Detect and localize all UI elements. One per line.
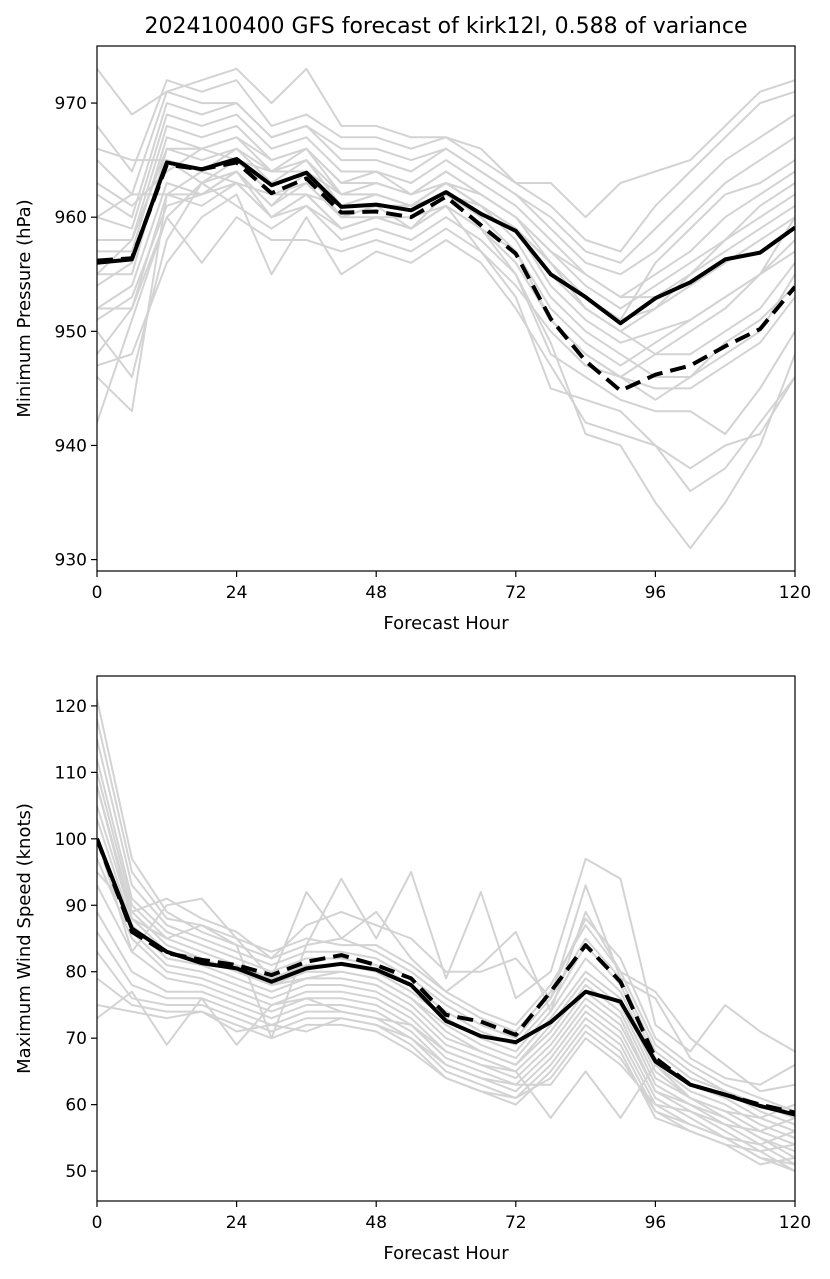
wind-y-axis-title: Maximum Wind Speed (knots) <box>14 803 35 1074</box>
pressure-y-tick-label: 930 <box>55 551 87 571</box>
wind-ensemble-member-line <box>97 884 795 1173</box>
wind-ensemble-member-line <box>97 818 795 1159</box>
pressure-x-tick-label: 96 <box>645 583 667 603</box>
pressure-dashed-mean-line <box>97 160 795 393</box>
wind-x-tick-label: 0 <box>92 1213 103 1233</box>
wind-plot-frame <box>96 675 796 1202</box>
pressure-y-tick-label: 940 <box>55 436 87 456</box>
pressure-ensemble-member-line <box>97 90 795 264</box>
pressure-ensemble-member-line <box>97 124 795 310</box>
pressure-x-tick-label: 24 <box>226 583 248 603</box>
pressure-ensemble-member-line <box>97 170 795 401</box>
wind-x-tick-label: 72 <box>505 1213 527 1233</box>
pressure-ensemble-member-line <box>97 193 795 470</box>
wind-chart: 50 60 70 80 90 100 110 120 0 24 48 72 96 120 Forecas… <box>14 675 811 1264</box>
pressure-y-ticks: 930 940 950 960 970 <box>55 94 97 571</box>
wind-y-tick-label: 50 <box>65 1162 87 1182</box>
pressure-x-tick-label: 72 <box>505 583 527 603</box>
wind-ensemble-member-line <box>97 805 795 1153</box>
wind-mean-lines <box>97 838 795 1117</box>
wind-y-tick-label: 120 <box>55 697 87 717</box>
pressure-ensemble-member-line <box>97 136 795 356</box>
wind-ensemble-member-line <box>97 738 795 1126</box>
pressure-plot-frame <box>96 45 796 572</box>
wind-ensemble-member-line <box>97 1004 795 1133</box>
wind-x-tick-label: 24 <box>226 1213 248 1233</box>
pressure-x-tick-label: 0 <box>92 583 103 603</box>
pressure-x-tick-label: 48 <box>365 583 387 603</box>
wind-y-tick-label: 110 <box>55 763 87 783</box>
wind-ensemble-member-line <box>97 871 795 1086</box>
wind-y-tick-label: 60 <box>65 1096 87 1116</box>
pressure-x-axis-title: Forecast Hour <box>383 613 509 634</box>
pressure-y-tick-label: 960 <box>55 208 87 228</box>
wind-x-axis-title: Forecast Hour <box>383 1243 509 1264</box>
wind-y-tick-label: 90 <box>65 896 87 916</box>
wind-y-tick-label: 80 <box>65 963 87 983</box>
wind-x-tick-label: 96 <box>645 1213 667 1233</box>
wind-y-tick-label: 70 <box>65 1029 87 1049</box>
wind-ensemble-member-line <box>97 785 795 1053</box>
wind-ensemble-member-line <box>97 838 795 1166</box>
wind-y-ticks: 50 60 70 80 90 100 110 120 <box>55 697 97 1182</box>
wind-x-tick-label: 48 <box>365 1213 387 1233</box>
wind-ensemble-member-line <box>97 931 795 1166</box>
pressure-chart: 930 940 950 960 970 0 24 48 72 96 120 Forecast Ho… <box>14 45 811 634</box>
pressure-ensemble-lines <box>97 67 795 550</box>
pressure-y-tick-label: 950 <box>55 322 87 342</box>
wind-ensemble-member-line <box>97 699 795 1113</box>
wind-x-tick-label: 120 <box>779 1213 811 1233</box>
pressure-x-tick-label: 120 <box>779 583 811 603</box>
pressure-ensemble-member-line <box>97 113 795 299</box>
wind-x-ticks: 0 24 48 72 96 120 <box>92 1201 811 1233</box>
wind-ensemble-member-line <box>97 838 795 1093</box>
chart-title: 2024100400 GFS forecast of kirk12l, 0.58… <box>144 14 747 39</box>
wind-ensemble-lines <box>97 699 795 1173</box>
wind-dashed-mean-line <box>97 838 795 1115</box>
wind-ensemble-member-line <box>97 990 795 1119</box>
wind-ensemble-member-line <box>97 977 795 1146</box>
wind-y-tick-label: 100 <box>55 830 87 850</box>
pressure-y-axis-title: Minimum Pressure (hPa) <box>14 199 35 417</box>
pressure-y-tick-label: 970 <box>55 94 87 114</box>
pressure-ensemble-member-line <box>97 216 795 378</box>
pressure-mean-lines <box>97 157 795 393</box>
pressure-ensemble-member-line <box>97 67 795 219</box>
pressure-x-ticks: 0 24 48 72 96 120 <box>92 571 811 603</box>
